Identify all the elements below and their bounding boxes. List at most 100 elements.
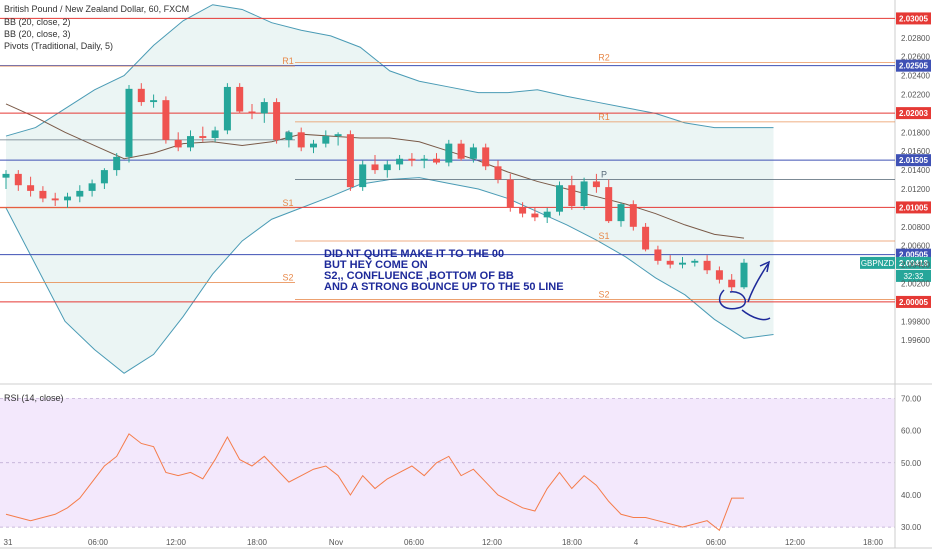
- symbol-tag-background: [860, 256, 895, 269]
- bollinger-band-fill: [6, 4, 774, 374]
- annotation-line-4: AND A STRONG BOUNCE UP TO THE 50 LINE: [324, 281, 564, 293]
- candle-body: [137, 88, 145, 103]
- candle-body: [260, 102, 268, 114]
- annotation-arrow-head: [759, 260, 771, 273]
- price-tag-label: 2.01505: [899, 156, 928, 165]
- price-tag-label: 2.03005: [899, 14, 928, 23]
- candle-body: [396, 158, 404, 165]
- price-tag-label: 2.00505: [899, 251, 928, 260]
- candle-body: [211, 130, 219, 138]
- symbol-tag-label: GBPNZD: [861, 259, 895, 268]
- candle-body: [64, 196, 71, 201]
- candle-body: [359, 164, 367, 188]
- pivot-label: S1: [598, 231, 609, 241]
- candle-body: [273, 102, 281, 140]
- annotation-line-2: BUT HEY COME ON: [324, 259, 428, 271]
- legend-symbol: British Pound / New Zealand Dollar, 60, …: [4, 4, 190, 14]
- candle-body: [39, 190, 47, 199]
- candle-body: [506, 179, 514, 208]
- candle-body: [236, 86, 244, 112]
- time-axis-tick: 31: [4, 538, 13, 547]
- rsi-axis-tick: 60.00: [901, 427, 922, 436]
- price-tag-background: [896, 201, 931, 214]
- price-axis-tick: 2.01600: [901, 147, 930, 156]
- candle-body: [568, 185, 576, 207]
- time-axis-tick: 06:00: [88, 538, 109, 547]
- time-axis-tick: 18:00: [863, 538, 884, 547]
- price-axis-tick: 2.00400: [901, 261, 930, 270]
- price-axis-tick: 2.02800: [901, 34, 930, 43]
- candle-body: [556, 185, 563, 212]
- candle-body: [27, 185, 35, 191]
- time-axis-tick: Nov: [329, 538, 343, 547]
- price-tag-label: 2.01005: [899, 203, 928, 212]
- candle-body: [605, 187, 613, 222]
- price-tag-background: [896, 248, 931, 261]
- candle-body: [715, 270, 723, 280]
- current-price-background: [896, 256, 931, 269]
- price-axis-tick: 2.01400: [901, 166, 930, 175]
- time-axis-tick: 4: [634, 538, 639, 547]
- rsi-axis-tick: 70.00: [901, 394, 922, 403]
- annotation-arrow-shaft: [747, 263, 769, 303]
- price-axis-tick: 2.02200: [901, 91, 930, 100]
- candle-body: [703, 260, 711, 271]
- candle-body: [223, 86, 231, 131]
- time-axis-tick: 12:00: [166, 538, 187, 547]
- candle-body: [88, 183, 96, 191]
- candle-body: [457, 143, 465, 159]
- time-axis-tick: 18:00: [562, 538, 583, 547]
- legend-bb2: BB (20, close, 3): [4, 29, 71, 39]
- countdown-background: [896, 269, 931, 282]
- candle-body: [297, 132, 305, 148]
- price-tag-background: [896, 59, 931, 72]
- candle-body: [420, 158, 428, 161]
- candle-body: [679, 262, 686, 265]
- rsi-axis-tick: 40.00: [901, 491, 922, 500]
- candle-body: [187, 136, 194, 148]
- candle-body: [543, 211, 551, 218]
- price-axis-tick: 1.99800: [901, 317, 930, 326]
- price-axis-tick: 1.99600: [901, 336, 930, 345]
- candle-body: [162, 100, 170, 140]
- candle-body: [14, 173, 22, 186]
- candle-body: [592, 181, 600, 188]
- time-axis-tick: 12:00: [785, 538, 806, 547]
- pivot-label: R2: [598, 52, 610, 62]
- candle-body: [334, 134, 342, 137]
- candle-body: [125, 88, 133, 157]
- price-axis-tick: 2.02400: [901, 72, 930, 81]
- candle-body: [482, 147, 490, 167]
- legend-rsi: RSI (14, close): [4, 393, 64, 403]
- candle-body: [494, 166, 502, 180]
- rsi-axis-tick: 50.00: [901, 459, 922, 468]
- rsi-line: [5, 433, 744, 532]
- candle-body: [580, 181, 588, 207]
- candle-body: [100, 170, 108, 184]
- candle-body: [740, 262, 748, 288]
- candle-body: [322, 136, 330, 144]
- pivot-label: R1: [282, 56, 294, 66]
- legend-bb1: BB (20, close, 2): [4, 17, 71, 27]
- candle-body: [531, 213, 539, 218]
- candle-body: [433, 158, 440, 163]
- price-axis-tick: 2.01200: [901, 185, 930, 194]
- candle-body: [691, 260, 699, 263]
- candle-body: [383, 164, 391, 171]
- price-axis-tick: 2.01800: [901, 128, 930, 137]
- candle-body: [285, 132, 293, 140]
- pivot-label: S2: [598, 290, 609, 300]
- current-price-label: 2.00418: [899, 259, 928, 268]
- candle-body: [174, 139, 182, 148]
- legend-pivots: Pivots (Traditional, Daily, 5): [4, 41, 114, 51]
- price-tag-label: 2.02003: [899, 109, 928, 118]
- pivot-label: P: [601, 170, 607, 180]
- price-axis-tick: 2.00200: [901, 280, 930, 289]
- candle-body: [728, 279, 736, 288]
- annotation-curve: [741, 309, 771, 321]
- candle-body: [51, 198, 59, 201]
- candle-body: [113, 156, 121, 171]
- countdown-label: 32:32: [903, 272, 924, 281]
- candle-body: [445, 143, 453, 163]
- time-axis-tick: 06:00: [706, 538, 727, 547]
